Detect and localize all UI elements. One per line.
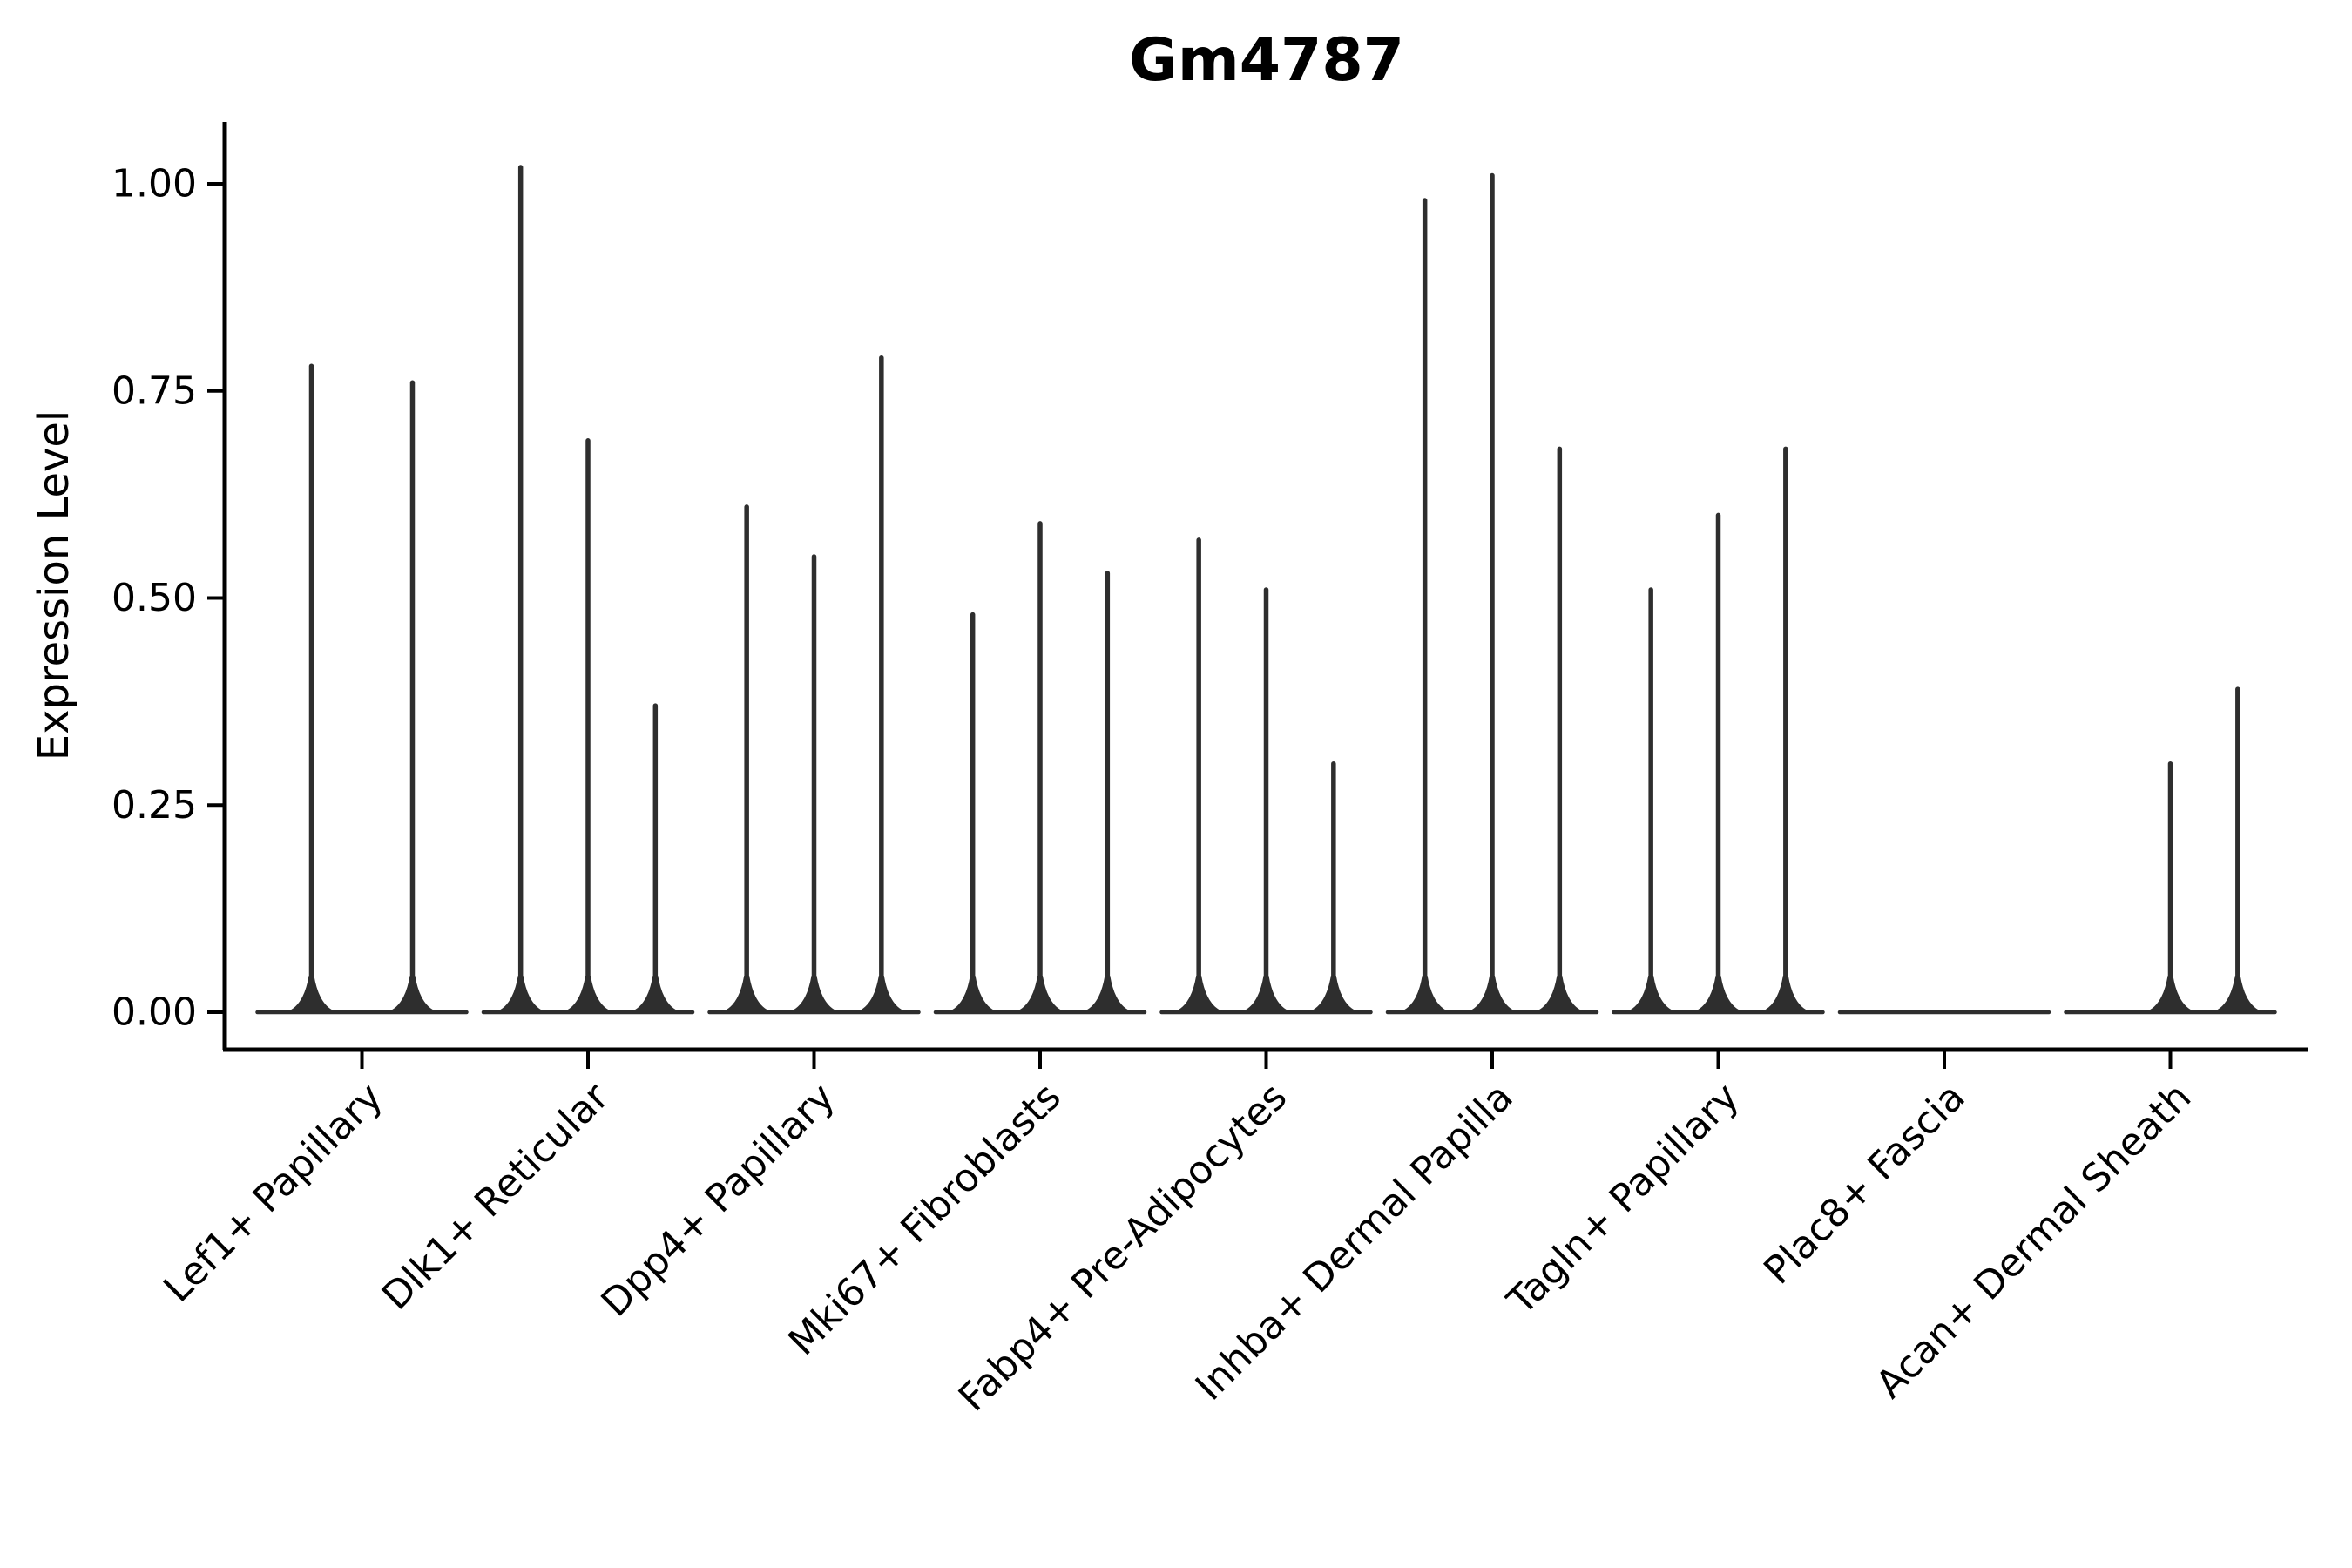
- x-tick-label: Tagln+ Papillary: [1498, 1075, 1747, 1324]
- violin-base-flare: [562, 976, 614, 1012]
- x-tick-label: Plac8+ Fascia: [1755, 1075, 1974, 1294]
- y-tick-label: 0.00: [112, 990, 197, 1035]
- violin-base-flare: [1533, 976, 1586, 1012]
- violin-base-flare: [1240, 976, 1293, 1012]
- violin-base-flare: [1625, 976, 1678, 1012]
- violin-base-flare: [1081, 976, 1134, 1012]
- violin-base-flare: [946, 976, 999, 1012]
- violin-base-flare: [720, 976, 774, 1012]
- violin-base-flare: [1398, 976, 1451, 1012]
- violin-base-flare: [2144, 976, 2197, 1012]
- x-tick-label: Dlk1+ Reticular: [374, 1074, 618, 1319]
- y-tick-label: 1.00: [112, 162, 197, 206]
- y-tick-label: 0.25: [112, 783, 197, 828]
- chart-title: Gm4787: [1129, 26, 1404, 95]
- violin-base-flare: [787, 976, 841, 1012]
- x-tick-label: Lef1+ Papillary: [155, 1075, 391, 1311]
- violin-base-flare: [629, 976, 682, 1012]
- violin-base-flare: [285, 976, 338, 1012]
- violin-base-flare: [494, 976, 547, 1012]
- violin-base-flare: [386, 976, 439, 1012]
- violin-base-flare: [1173, 976, 1226, 1012]
- x-tick-label: Dpp4+ Papillary: [593, 1075, 844, 1326]
- y-tick-label: 0.50: [112, 576, 197, 620]
- violin-base-flare: [1692, 976, 1745, 1012]
- violin-base-flare: [1759, 976, 1812, 1012]
- plot-area: 0.00 0.25 0.50 0.75 1.00 Lef1+ PapillaryDlk1+…: [112, 122, 2308, 1420]
- violin-base-flare: [2211, 976, 2264, 1012]
- violin-base-flare: [1307, 976, 1360, 1012]
- violin-base-flare: [855, 976, 908, 1012]
- y-axis-label: Expression Level: [30, 410, 78, 761]
- violin-base-flare: [1466, 976, 1518, 1012]
- violin-base-flare: [1014, 976, 1066, 1012]
- y-tick-label: 0.75: [112, 368, 197, 413]
